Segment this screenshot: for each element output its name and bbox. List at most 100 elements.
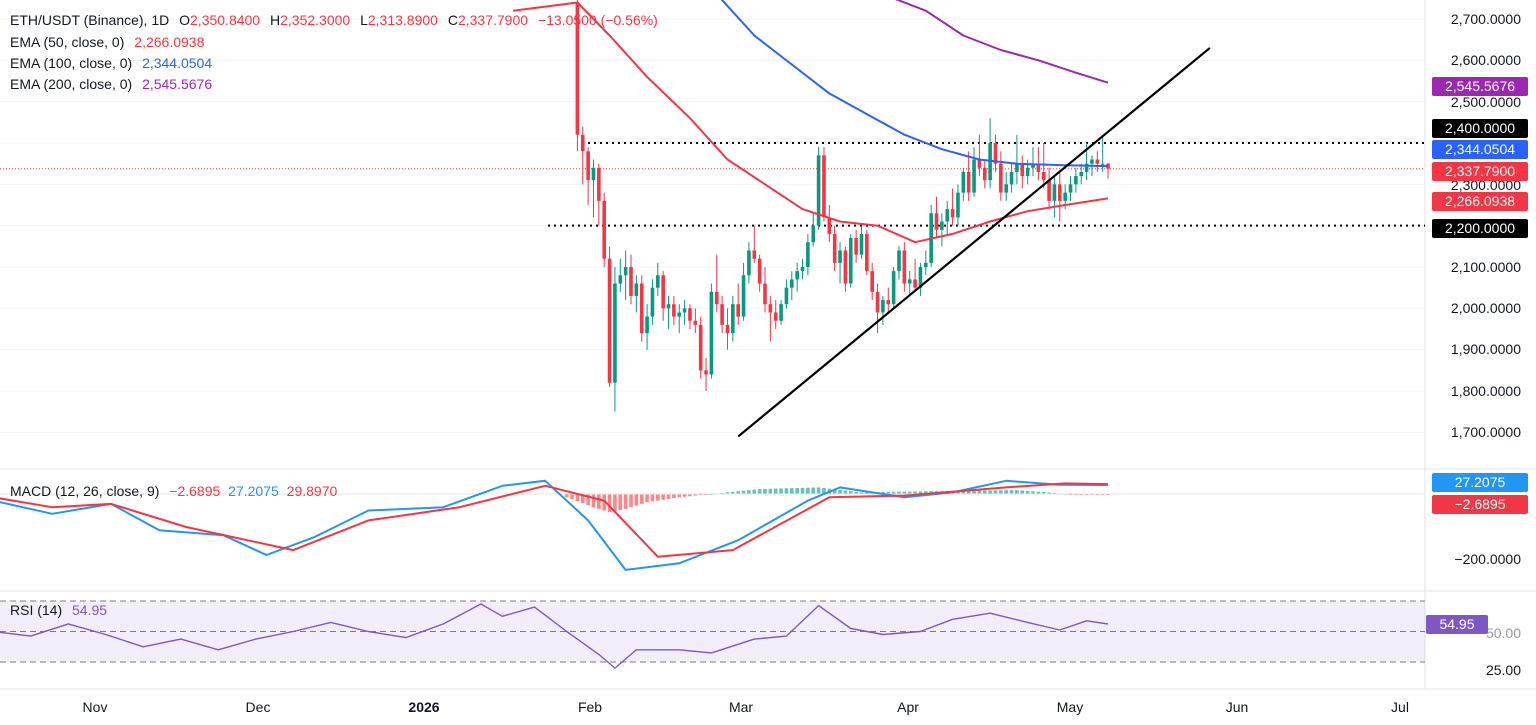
price-tick: 2,000.0000: [1450, 300, 1521, 316]
candle-body: [645, 316, 649, 334]
candle-body: [613, 283, 617, 383]
macd-hist-bar: [607, 494, 612, 513]
candle-body: [881, 300, 885, 313]
time-tick: Jun: [1225, 699, 1249, 715]
candle-body: [693, 320, 698, 325]
candle-body: [1084, 163, 1089, 172]
candle-body: [966, 171, 971, 193]
macd-hist-bar: [897, 491, 901, 494]
rsi-label: RSI (14): [10, 602, 63, 618]
candle-body: [811, 225, 816, 243]
macd-hist-bar: [757, 489, 762, 494]
price-tick: 2,600.0000: [1450, 52, 1521, 68]
macd-hist-bar: [784, 488, 789, 494]
macd-hist-bar: [961, 490, 966, 494]
macd-hist-bar: [661, 494, 665, 500]
macd-hist-bar: [666, 494, 671, 499]
candle-body: [902, 250, 907, 284]
candle-body: [650, 287, 655, 317]
candle-body: [725, 324, 730, 334]
macd-hist-bar: [1009, 490, 1014, 494]
candle-body: [1052, 184, 1057, 201]
ascending-trendline: [737, 47, 1211, 438]
rsi-value-tag: 54.95: [1426, 615, 1488, 634]
macd-hist-bar: [988, 490, 992, 494]
candle-body: [1095, 159, 1100, 164]
macd-hist-bar: [747, 490, 751, 494]
ema200-legend[interactable]: EMA (200, close, 0) 2,545.5676: [10, 74, 212, 94]
candle-body: [752, 250, 757, 259]
ema200-line: [895, 0, 1109, 84]
macd-hist-bar: [720, 492, 724, 494]
candle-body: [870, 271, 874, 292]
macd-hist-bar: [1047, 492, 1051, 494]
candle-body: [1074, 176, 1078, 185]
candle-body: [843, 250, 848, 284]
support-price-tag: 2,200.0000: [1432, 219, 1528, 238]
macd-hist-bar: [575, 494, 580, 502]
rsi-legend[interactable]: RSI (14) 54.95: [10, 600, 107, 620]
macd-line-value: 27.2075: [228, 483, 279, 499]
macd-hist-bar: [1052, 492, 1057, 494]
macd-legend[interactable]: MACD (12, 26, close, 9) −2.6895 27.2075 …: [10, 481, 337, 501]
macd-hist-bar: [645, 494, 649, 503]
candle-body: [666, 304, 671, 309]
macd-hist-bar: [693, 494, 698, 496]
price-tick: 2,300.0000: [1450, 177, 1521, 193]
macd-hist-bar: [629, 494, 633, 508]
macd-hist-tag: −2.6895: [1432, 495, 1528, 514]
candle-body: [982, 167, 987, 181]
macd-hist-bar: [656, 494, 660, 501]
price-tick: 1,800.0000: [1450, 383, 1521, 399]
candle-body: [618, 275, 623, 284]
candle-body: [1047, 180, 1051, 201]
high-value: 2,352.3000: [280, 12, 351, 28]
macd-hist-bar: [752, 489, 757, 494]
candle-body: [672, 304, 676, 317]
candle-body: [575, 2, 580, 135]
price-tick: 2,100.0000: [1450, 259, 1521, 275]
candle-body: [950, 209, 955, 218]
ema50-legend[interactable]: EMA (50, close, 0) 2,266.0938: [10, 32, 204, 52]
candle-body: [800, 266, 805, 272]
macd-hist-bar: [811, 487, 816, 494]
candle-body: [827, 217, 832, 234]
candle-body: [1031, 163, 1035, 168]
candle-body: [704, 370, 708, 375]
candle-body: [731, 304, 735, 334]
candle-body: [897, 250, 901, 272]
macd-hist-bar: [843, 490, 848, 494]
candle-body: [1068, 184, 1073, 193]
candle-body: [1015, 163, 1019, 172]
candle-body: [891, 271, 896, 305]
time-tick: Nov: [82, 699, 108, 715]
rsi-axis-tick: 25.00: [1485, 662, 1521, 678]
candle-body: [768, 304, 773, 313]
candle-body: [1041, 171, 1046, 181]
macd-hist-bar: [586, 494, 590, 506]
macd-hist-bar: [672, 494, 676, 499]
ema100-line: [720, 0, 1109, 168]
resistance-price-tag: 2,400.0000: [1432, 119, 1528, 138]
close-key: C: [447, 12, 458, 28]
macd-hist-bar: [591, 494, 596, 508]
macd-hist-bar: [623, 494, 628, 509]
macd-hist-bar: [891, 491, 896, 494]
macd-hist-bar: [1036, 491, 1041, 494]
candle-body: [934, 213, 939, 230]
macd-axis-tick: −200.0000: [1454, 551, 1521, 567]
candle-body: [854, 238, 858, 255]
macd-hist-bar: [768, 488, 773, 494]
close-value: 2,337.7900: [457, 12, 529, 28]
macd-hist-bar: [580, 494, 585, 504]
candle-body: [956, 192, 960, 218]
macd-hist-bar: [800, 487, 805, 494]
macd-hist-bar: [795, 488, 799, 494]
ema100-legend[interactable]: EMA (100, close, 0) 2,344.0504: [10, 53, 212, 73]
candle-body: [1063, 192, 1067, 201]
candle-body: [698, 324, 703, 371]
candle-body: [1004, 184, 1008, 193]
macd-hist-value: −2.6895: [169, 483, 221, 499]
symbol-label: ETH/USDT (Binance), 1D: [10, 12, 170, 28]
